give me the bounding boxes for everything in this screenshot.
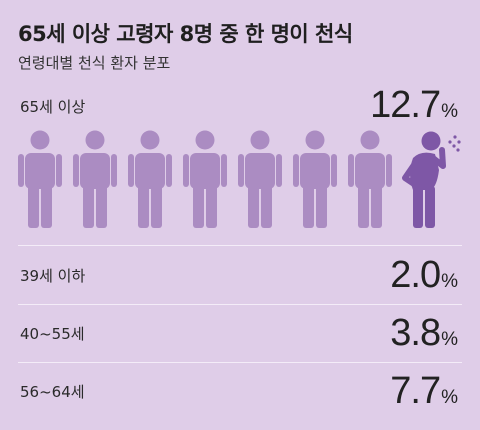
row-label-under-39: 39세 이하 [20, 265, 85, 286]
value-number: 12.7 [370, 84, 440, 126]
pictogram [0, 130, 480, 230]
value-number: 2.0 [390, 254, 440, 296]
page-subtitle: 연령대별 천식 환자 분포 [18, 52, 170, 73]
row-value-under-39: 2.0% [390, 256, 458, 294]
value-number: 7.7 [390, 370, 440, 412]
person-icon [348, 131, 392, 229]
value-unit: % [441, 101, 458, 122]
row-label-56-64: 56~64세 [20, 381, 85, 402]
row-value-56-64: 7.7% [390, 372, 458, 410]
row-value-65-plus: 12.7% [370, 86, 458, 124]
row-label-65-plus: 65세 이상 [20, 96, 85, 117]
coughing-person-icon [405, 132, 461, 229]
divider [18, 304, 462, 305]
divider [18, 362, 462, 363]
person-icon [18, 131, 62, 229]
value-unit: % [441, 329, 458, 350]
value-number: 3.8 [390, 312, 440, 354]
row-value-40-55: 3.8% [390, 314, 458, 352]
person-icon [293, 131, 337, 229]
person-icon [128, 131, 172, 229]
person-icon [238, 131, 282, 229]
page-title: 65세 이상 고령자 8명 중 한 명이 천식 [18, 18, 353, 48]
value-unit: % [441, 387, 458, 408]
person-icon [183, 131, 227, 229]
row-label-40-55: 40~55세 [20, 323, 85, 344]
value-unit: % [441, 271, 458, 292]
person-icon [73, 131, 117, 229]
divider [18, 245, 462, 246]
